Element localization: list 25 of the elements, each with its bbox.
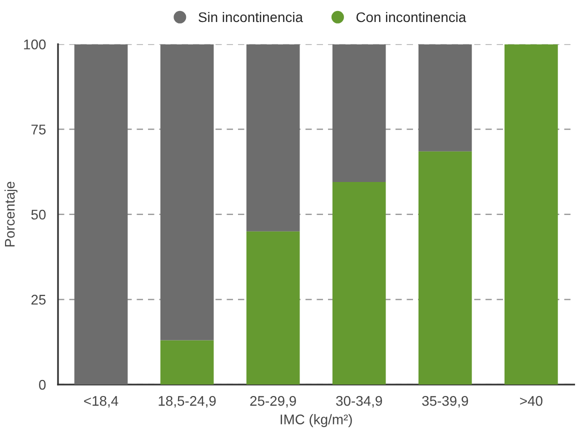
- bar: [74, 44, 128, 385]
- bar: [504, 44, 558, 385]
- x-tick-label: 18,5-24,9: [158, 396, 216, 408]
- x-tick-label: 30-34,9: [336, 396, 382, 408]
- bar: [418, 44, 472, 152]
- y-tick-label: 50: [31, 210, 46, 220]
- x-tick-label: >40: [520, 396, 542, 406]
- y-tick-label: 75: [31, 124, 46, 134]
- bar: [160, 340, 214, 385]
- y-tick-label: 0: [39, 380, 46, 390]
- bar: [160, 44, 214, 340]
- bar: [418, 151, 472, 385]
- legend-label: Con incontinencia: [356, 12, 466, 22]
- legend-label: Sin incontinencia: [198, 12, 303, 22]
- x-tick-label: 35-39,9: [422, 396, 468, 408]
- x-tick-label: 25-29,9: [250, 396, 296, 408]
- bar: [246, 231, 300, 385]
- bar: [332, 44, 386, 182]
- y-axis-title: Porcentaje: [4, 182, 18, 246]
- x-axis-title: IMC (kg/m²): [280, 414, 352, 428]
- bar: [332, 182, 386, 385]
- y-tick-label: 25: [31, 294, 46, 305]
- bar: [246, 44, 300, 232]
- y-tick-label: 100: [24, 40, 46, 50]
- x-tick-label: <18,4: [84, 396, 118, 408]
